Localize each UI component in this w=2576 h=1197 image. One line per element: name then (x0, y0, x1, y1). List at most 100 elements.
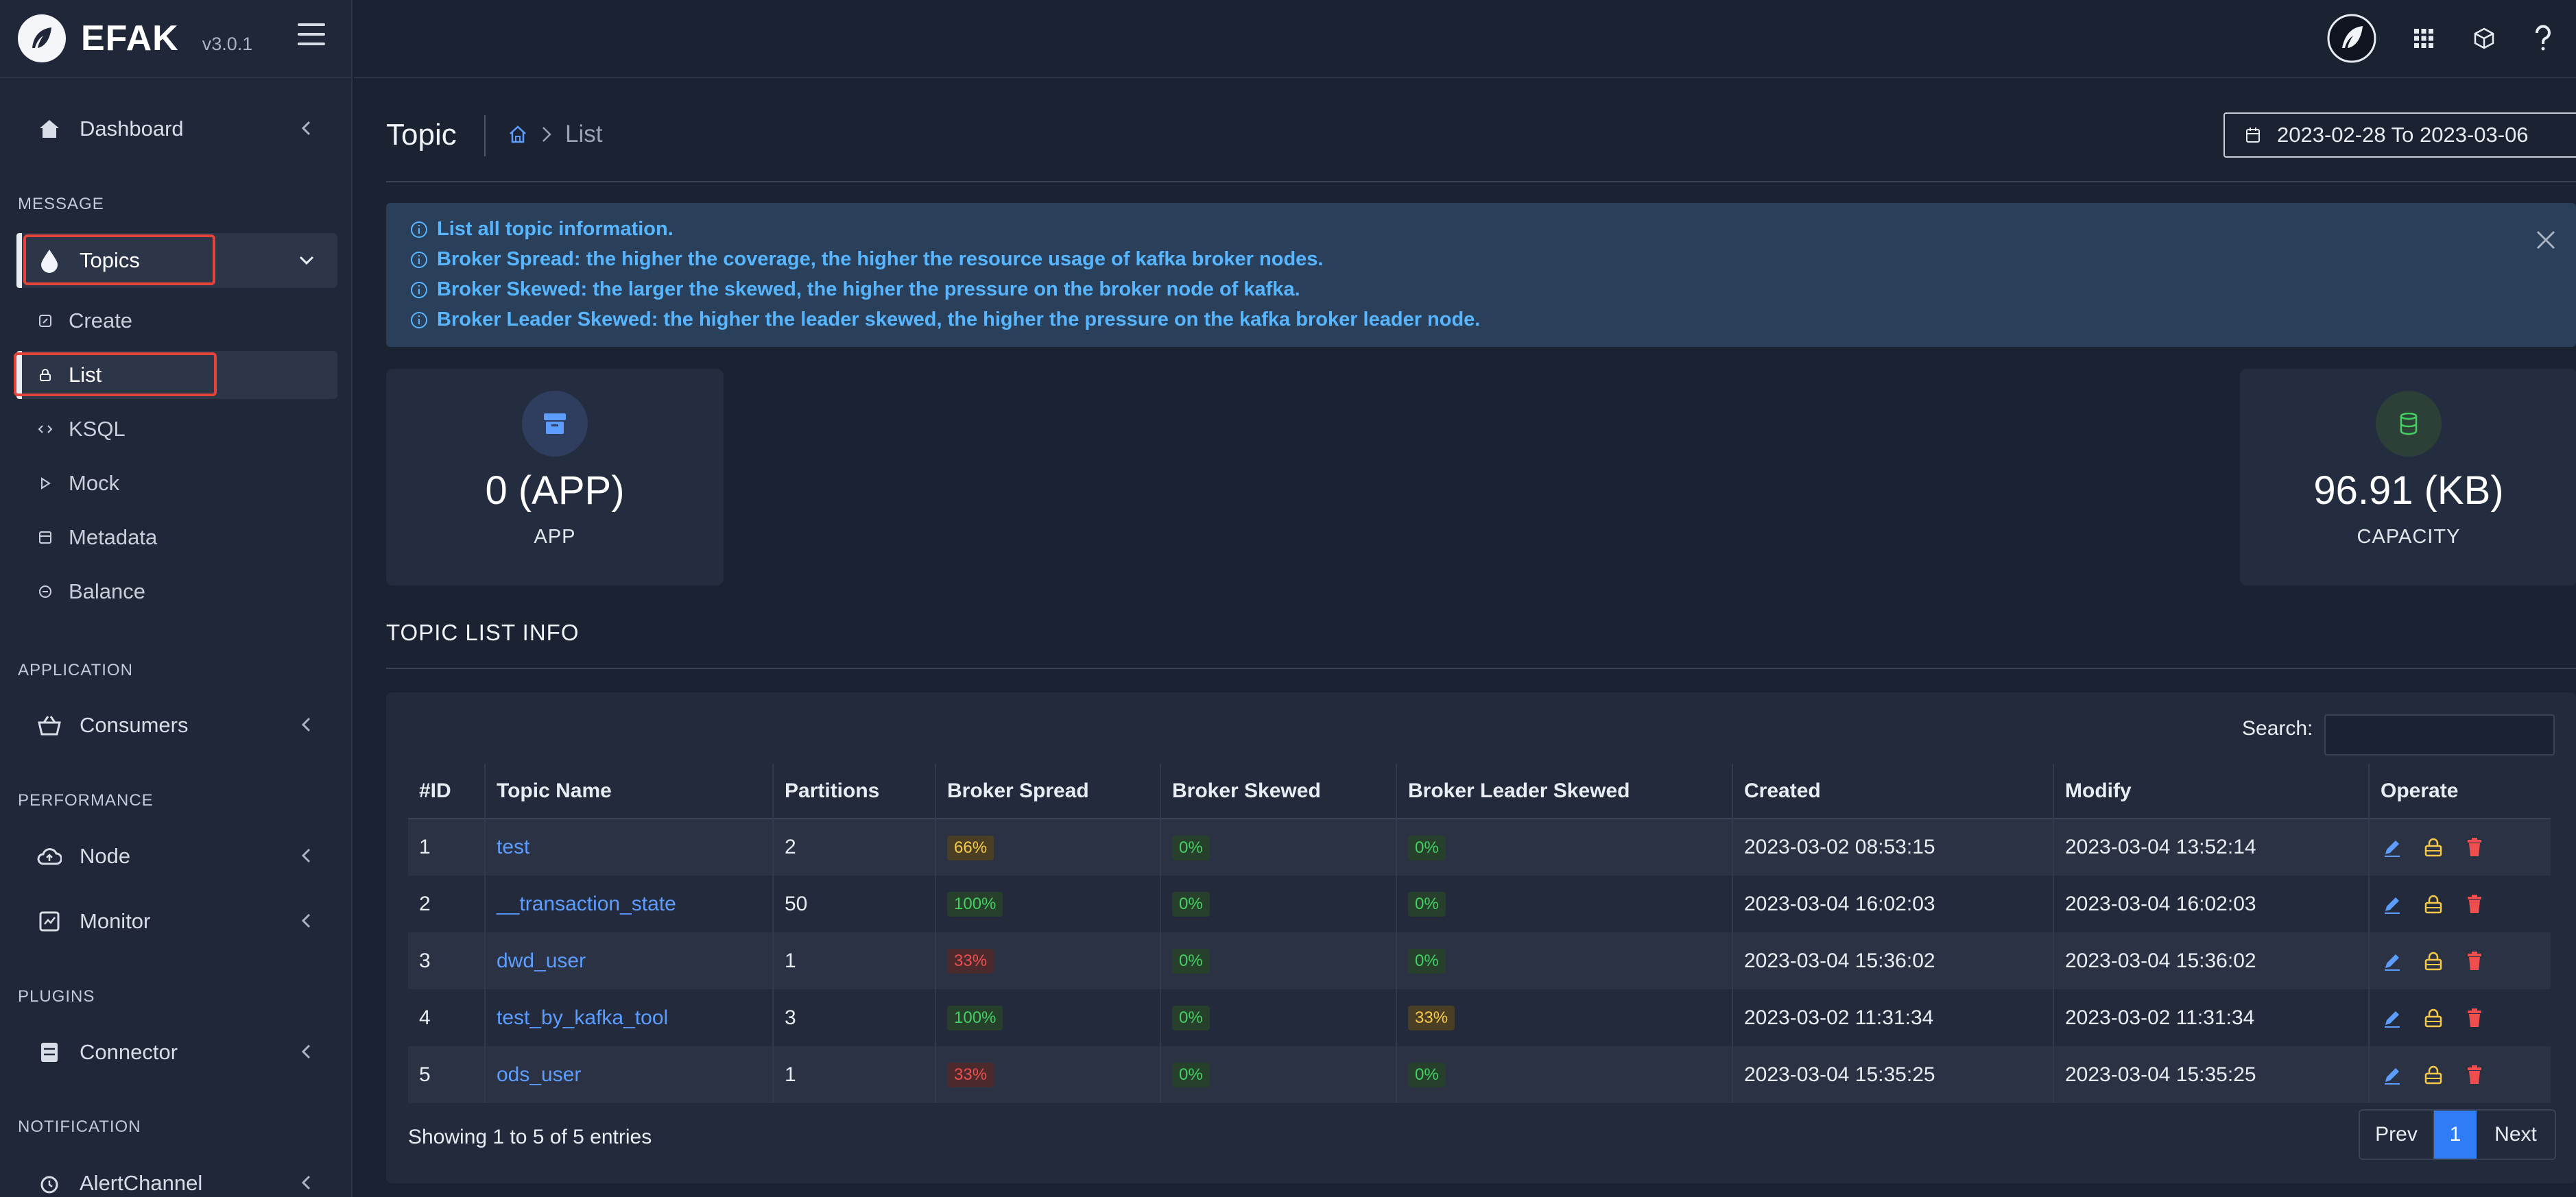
sidebar-item-topics[interactable]: Topics (16, 233, 337, 288)
broker-skewed-badge: 0% (1172, 949, 1210, 974)
column-header-id[interactable]: #ID (408, 764, 486, 819)
topic-name-link[interactable]: __transaction_state (497, 892, 676, 915)
active-indicator (16, 233, 22, 288)
topic-name-link[interactable]: test (497, 836, 530, 858)
section-title-performance: PERFORMANCE (18, 791, 154, 810)
edit-icon[interactable] (2381, 1006, 2404, 1030)
section-title-message: MESSAGE (18, 195, 104, 213)
chevron-left-icon (301, 717, 311, 732)
topic-name-link[interactable]: test_by_kafka_tool (497, 1006, 669, 1029)
lock-icon[interactable] (2422, 950, 2445, 973)
sidebar-item-label: Consumers (80, 713, 189, 737)
column-header-modify[interactable]: Modify (2053, 764, 2370, 819)
lock-icon[interactable] (2422, 836, 2445, 859)
cell-partitions: 3 (773, 989, 936, 1046)
sidebar-item-connector[interactable]: Connector (16, 1025, 337, 1080)
lock-icon[interactable] (2422, 1006, 2445, 1030)
lock-icon[interactable] (2422, 893, 2445, 916)
brand-name: EFAK (81, 19, 179, 58)
lock-icon[interactable] (2422, 1063, 2445, 1087)
topic-name-link[interactable]: dwd_user (497, 949, 586, 972)
trash-icon[interactable] (2463, 836, 2486, 859)
cell-created: 2023-03-02 11:31:34 (1732, 989, 2054, 1046)
apps-grid-icon[interactable] (2409, 16, 2439, 60)
column-header-broker-skewed[interactable]: Broker Skewed (1160, 764, 1397, 819)
sidebar-subitem-list[interactable]: List (16, 351, 337, 399)
pagination: Prev 1 Next (2359, 1109, 2556, 1160)
cell-created: 2023-03-04 15:36:02 (1732, 932, 2054, 989)
sidebar-subitem-balance[interactable]: Balance (16, 568, 337, 616)
info-icon (411, 251, 427, 268)
capacity-value: 96.91 (KB) (2313, 468, 2504, 513)
prev-page-button[interactable]: Prev (2360, 1111, 2434, 1159)
next-page-button[interactable]: Next (2494, 1123, 2537, 1146)
help-icon[interactable] (2528, 16, 2558, 60)
cloud-upload-icon (36, 843, 63, 870)
user-avatar[interactable] (2326, 14, 2377, 63)
app-card: 0 (APP) APP (386, 369, 724, 585)
trash-icon[interactable] (2463, 1006, 2486, 1030)
broker-spread-badge: 33% (947, 1063, 994, 1087)
info-icon (411, 281, 427, 298)
page-1-button[interactable]: 1 (2434, 1111, 2477, 1159)
sidebar-item-monitor[interactable]: Monitor (16, 894, 337, 949)
sidebar-item-consumers[interactable]: Consumers (16, 698, 337, 753)
header-divider (386, 181, 2576, 182)
sidebar-subitem-mock[interactable]: Mock (16, 459, 337, 507)
sidebar-subitem-label: Mock (69, 471, 120, 495)
edit-square-icon (37, 313, 53, 329)
sidebar-subitem-label: KSQL (69, 417, 126, 441)
sidebar-subitem-ksql[interactable]: KSQL (16, 405, 337, 453)
sidebar-item-dashboard[interactable]: Dashboard (16, 101, 337, 156)
edit-icon[interactable] (2381, 893, 2404, 916)
chevron-left-icon (301, 121, 311, 136)
cell-id: 5 (408, 1046, 486, 1103)
cell-partitions: 1 (773, 932, 936, 989)
cube-icon[interactable] (2469, 16, 2499, 60)
column-header-broker-leader-skewed[interactable]: Broker Leader Skewed (1396, 764, 1733, 819)
broker-skewed-badge: 0% (1172, 1063, 1210, 1087)
feather-logo-icon[interactable] (18, 14, 66, 62)
trash-icon[interactable] (2463, 893, 2486, 916)
cell-modify: 2023-03-04 15:35:25 (2053, 1046, 2370, 1103)
play-icon (37, 475, 53, 492)
chevron-left-icon (301, 1044, 311, 1059)
calendar-icon (2245, 127, 2261, 143)
sidebar-item-alertchannel[interactable]: AlertChannel (16, 1156, 337, 1197)
cell-modify: 2023-03-04 16:02:03 (2053, 875, 2370, 932)
sidebar-item-label: Topics (80, 248, 140, 272)
edit-icon[interactable] (2381, 950, 2404, 973)
database-icon (2376, 391, 2442, 457)
column-header-broker-spread[interactable]: Broker Spread (935, 764, 1161, 819)
column-header-partitions[interactable]: Partitions (773, 764, 936, 819)
column-header-operate: Operate (2381, 779, 2459, 802)
highlight-box-topics (23, 234, 215, 285)
edit-icon[interactable] (2381, 1063, 2404, 1087)
chevron-left-icon (301, 1175, 311, 1190)
section-title-application: APPLICATION (18, 661, 133, 679)
trash-icon[interactable] (2463, 950, 2486, 973)
home-icon[interactable] (508, 124, 528, 145)
sidebar-item-label: Connector (80, 1040, 178, 1064)
info-icon (411, 311, 427, 328)
sidebar-item-node[interactable]: Node (16, 829, 337, 884)
alert-text: Broker Leader Skewed: the higher the lea… (437, 309, 1481, 330)
trash-icon[interactable] (2463, 1063, 2486, 1087)
search-input[interactable] (2324, 714, 2555, 755)
sidebar-subitem-create[interactable]: Create (16, 297, 337, 345)
droplet-icon (36, 247, 63, 274)
edit-icon[interactable] (2381, 836, 2404, 859)
date-range-picker[interactable]: 2023-02-28 To 2023-03-06 (2223, 112, 2576, 158)
sidebar-subitem-label: Balance (69, 579, 146, 603)
topic-name-link[interactable]: ods_user (497, 1063, 582, 1086)
alert-text: List all topic information. (437, 218, 673, 240)
broker-skewed-badge: 0% (1172, 1006, 1210, 1030)
column-header-topic-name[interactable]: Topic Name (485, 764, 774, 819)
section-title-notification: NOTIFICATION (18, 1117, 141, 1136)
highlight-box-list (14, 352, 217, 396)
sidebar-item-label: Monitor (80, 909, 151, 933)
close-icon[interactable] (2533, 228, 2558, 252)
menu-toggle-icon[interactable] (298, 23, 325, 48)
sidebar-subitem-metadata[interactable]: Metadata (16, 513, 337, 561)
column-header-created[interactable]: Created (1732, 764, 2054, 819)
